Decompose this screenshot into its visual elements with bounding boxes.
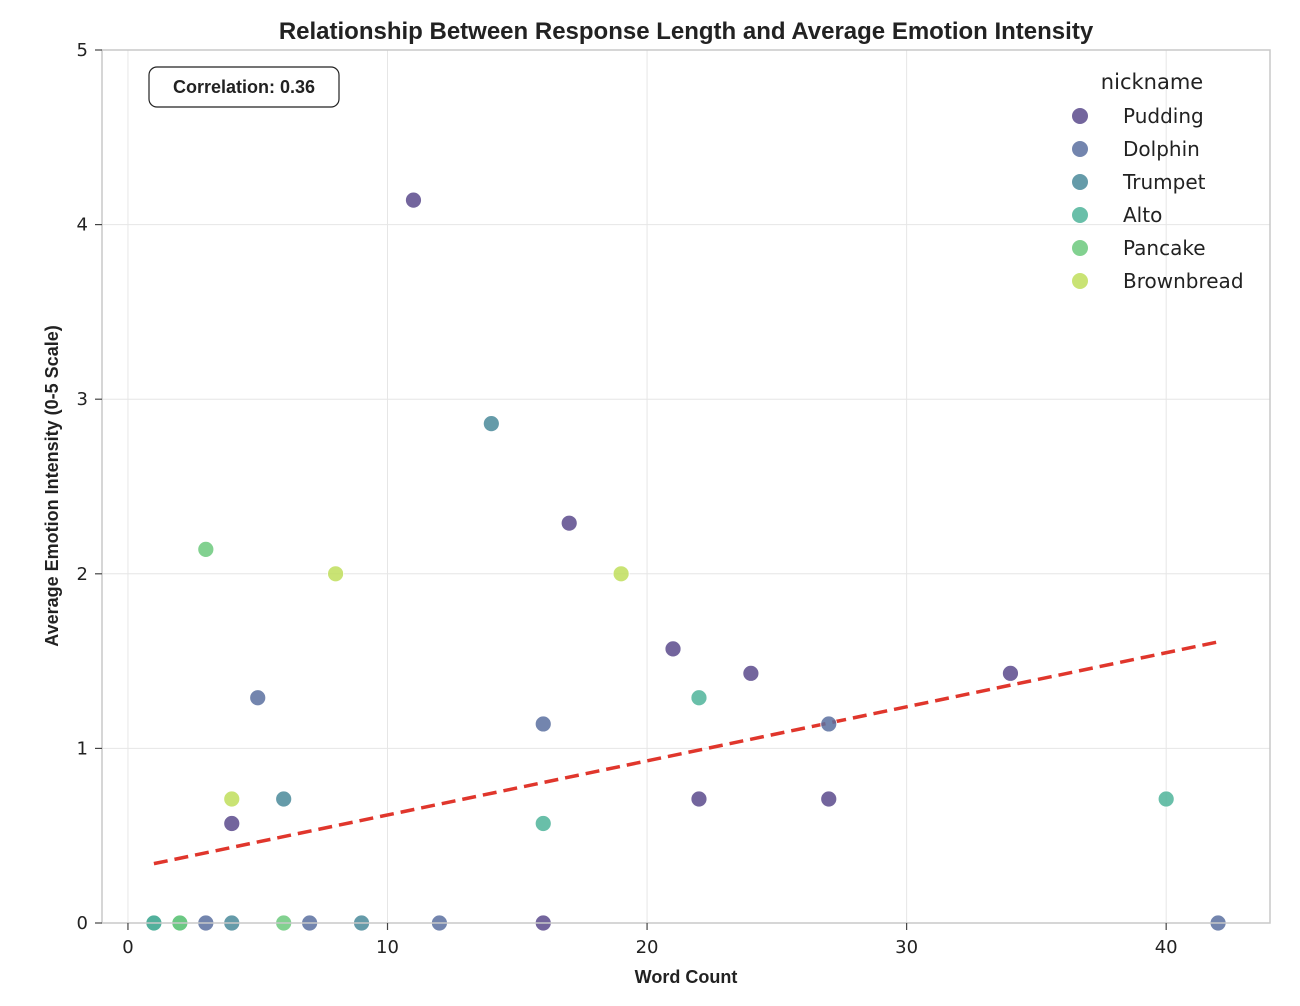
data-point (223, 815, 241, 832)
legend-title: nickname (1101, 70, 1203, 94)
x-tick-label: 40 (1155, 937, 1178, 958)
plot-frame (101, 49, 1271, 924)
x-tick-label: 0 (122, 937, 133, 958)
legend-item-alto: Alto (1072, 203, 1162, 227)
data-point (534, 815, 552, 832)
data-point (249, 689, 267, 707)
trend-layer (153, 640, 1219, 866)
x-axis-label: Word Count (635, 967, 738, 987)
y-tick-label: 4 (77, 215, 88, 236)
series-dolphin (197, 689, 1227, 932)
data-point (612, 565, 630, 583)
x-tick-label: 30 (895, 937, 918, 958)
legend-label: Dolphin (1123, 137, 1200, 161)
y-tick-label: 3 (77, 389, 88, 410)
correlation-box: Correlation: 0.36 (148, 66, 340, 108)
points-layer (145, 191, 1227, 932)
data-point (534, 715, 552, 733)
x-tick-label: 20 (636, 937, 659, 958)
ticks-layer: 0 10 20 30 40 0 1 2 3 4 5 (77, 40, 1178, 958)
legend-item-dolphin: Dolphin (1072, 137, 1200, 161)
legend-marker (1072, 141, 1088, 157)
legend: nickname Pudding Dolphin Trumpet Alto Pancak… (1072, 70, 1244, 293)
y-tick-label: 1 (77, 738, 88, 759)
x-tick-label: 10 (376, 937, 399, 958)
legend-marker (1072, 273, 1088, 289)
data-point (482, 415, 500, 433)
data-point (664, 640, 682, 658)
legend-item-pancake: Pancake (1072, 236, 1206, 260)
legend-marker (1072, 207, 1088, 223)
data-point (820, 715, 838, 733)
y-tick-label: 2 (77, 564, 88, 585)
legend-item-trumpet: Trumpet (1072, 170, 1206, 194)
series-pancake (171, 540, 293, 932)
data-point (327, 565, 345, 583)
legend-label: Alto (1123, 203, 1162, 227)
data-point (560, 514, 578, 532)
legend-label: Pancake (1123, 236, 1206, 260)
data-point (690, 689, 708, 707)
legend-label: Pudding (1123, 104, 1204, 128)
data-point (690, 790, 708, 808)
data-point (820, 790, 838, 808)
data-point (405, 191, 422, 209)
y-tick-label: 5 (77, 40, 88, 61)
data-point (1002, 664, 1019, 682)
series-brownbread (223, 565, 630, 808)
data-point (223, 790, 241, 808)
chart-title: Relationship Between Response Length and… (279, 18, 1094, 45)
y-axis-label: Average Emotion Intensity (0-5 Scale) (42, 325, 62, 646)
data-point (197, 540, 215, 558)
legend-label: Brownbread (1123, 269, 1244, 293)
legend-marker (1072, 174, 1088, 190)
correlation-text: Correlation: 0.36 (173, 77, 315, 97)
legend-label: Trumpet (1122, 170, 1206, 194)
legend-marker (1072, 240, 1088, 256)
grid (102, 49, 1270, 924)
y-tick-label: 0 (77, 913, 88, 934)
legend-item-brownbread: Brownbread (1072, 269, 1244, 293)
data-point (742, 664, 760, 682)
legend-marker (1072, 108, 1088, 124)
data-point (275, 790, 293, 808)
legend-item-pudding: Pudding (1072, 104, 1204, 128)
series-pudding (223, 191, 1019, 932)
trend-line (153, 640, 1219, 866)
data-point (1157, 790, 1175, 808)
series-alto (145, 689, 1175, 932)
